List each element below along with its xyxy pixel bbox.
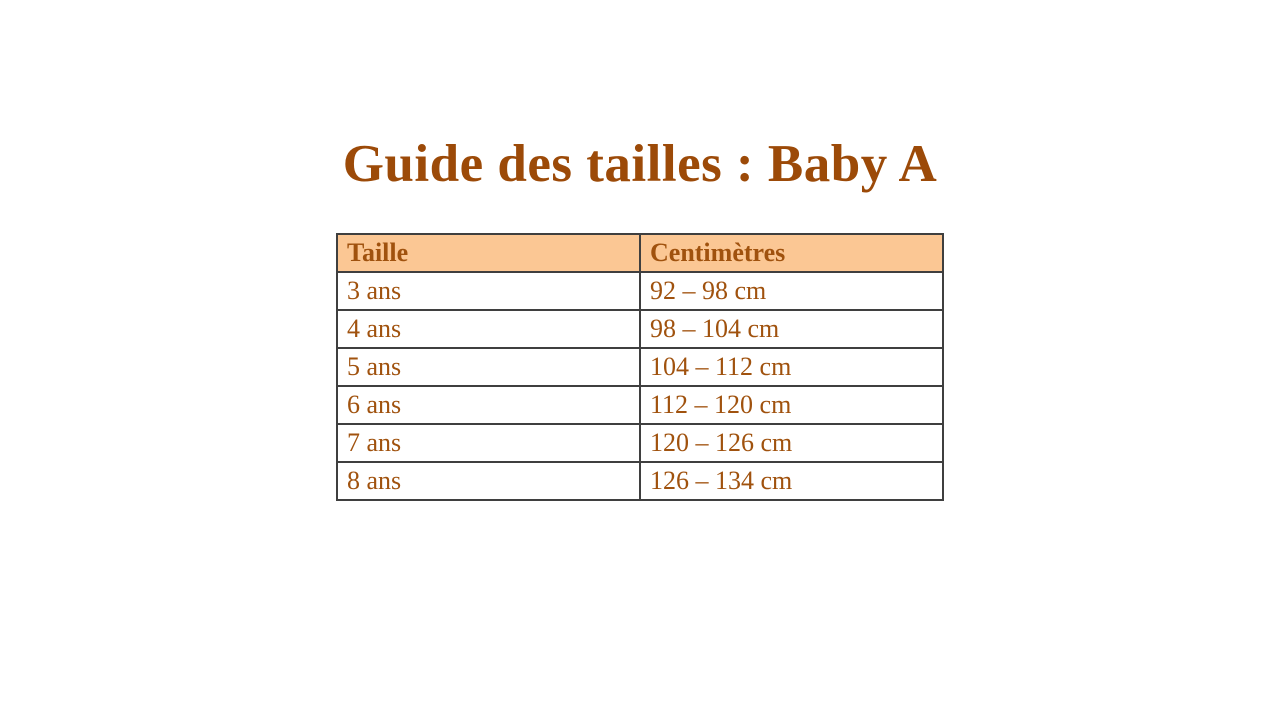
cell-taille: 3 ans [336,271,641,311]
cell-taille: 6 ans [336,385,641,425]
cell-centimetres: 112 – 120 cm [639,385,944,425]
cell-centimetres: 98 – 104 cm [639,309,944,349]
page-title: Guide des tailles : Baby A [342,135,938,193]
cell-centimetres: 92 – 98 cm [639,271,944,311]
cell-centimetres: 104 – 112 cm [639,347,944,387]
table-row: Taille Centimètres [336,233,944,273]
table-body: 3 ans 92 – 98 cm 4 ans 98 – 104 cm 5 ans 104 … [336,271,944,501]
cell-taille: 5 ans [336,347,641,387]
size-guide-table: Taille Centimètres 3 ans 92 – 98 cm 4 ans 9… [336,233,944,501]
table-row: 4 ans 98 – 104 cm [336,309,944,349]
table-row: 8 ans 126 – 134 cm [336,461,944,501]
table-row: 3 ans 92 – 98 cm [336,271,944,311]
table-header-centimetres: Centimètres [639,233,944,273]
cell-centimetres: 126 – 134 cm [639,461,944,501]
cell-centimetres: 120 – 126 cm [639,423,944,463]
cell-taille: 4 ans [336,309,641,349]
table-header-taille: Taille [336,233,641,273]
cell-taille: 8 ans [336,461,641,501]
table-header-row: Taille Centimètres [336,233,944,273]
table-row: 7 ans 120 – 126 cm [336,423,944,463]
cell-taille: 7 ans [336,423,641,463]
table-row: 5 ans 104 – 112 cm [336,347,944,387]
table-row: 6 ans 112 – 120 cm [336,385,944,425]
